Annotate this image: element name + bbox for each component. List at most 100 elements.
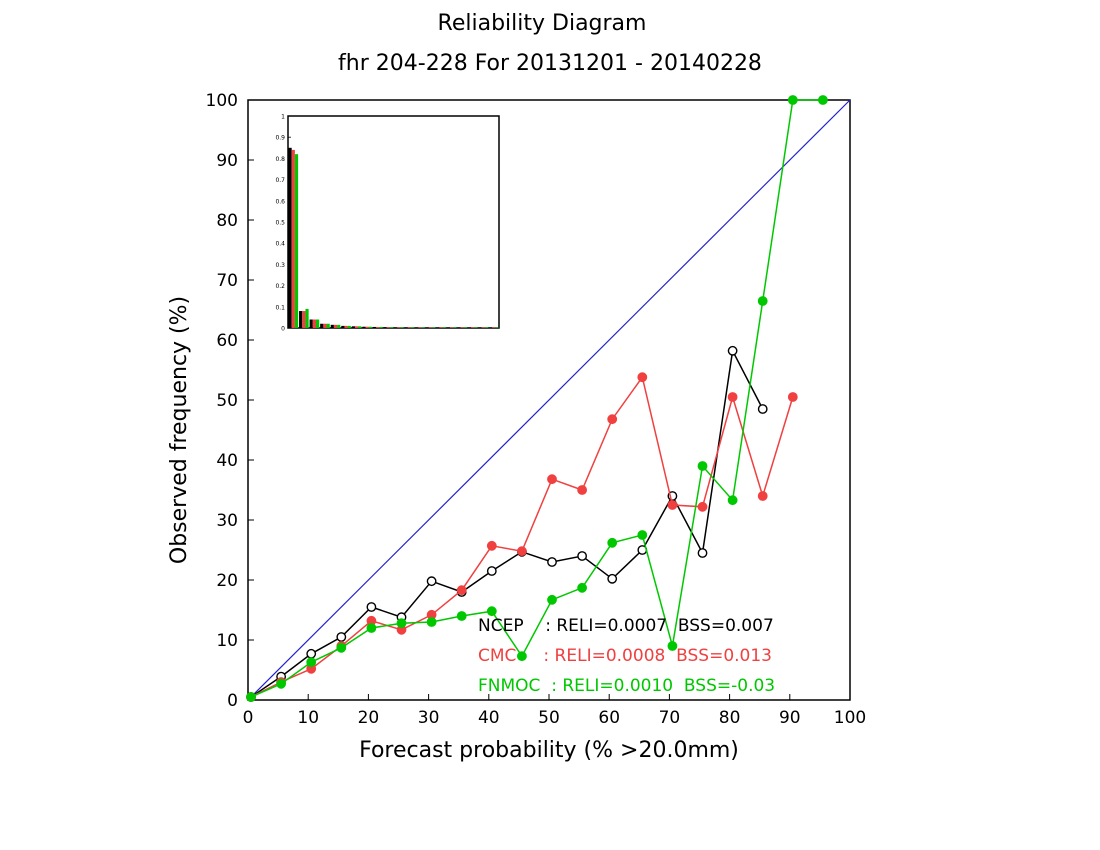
inset-bar-cmc <box>449 327 454 328</box>
data-point-cmc <box>757 491 768 501</box>
y-tick-label: 90 <box>216 151 238 171</box>
perfect-reliability-line <box>247 99 851 701</box>
data-point-fnmoc <box>276 678 287 689</box>
data-point-cmc <box>456 585 467 596</box>
data-point-fnmoc <box>366 623 377 633</box>
inset-bar-ncep <box>488 327 493 328</box>
inset-bar-ncep <box>425 327 429 328</box>
y-tick-label: 20 <box>216 571 238 591</box>
inset-y-tick-label: 0.8 <box>275 156 285 163</box>
data-point-fnmoc <box>306 657 317 668</box>
inset-bar-fnmoc <box>421 327 425 328</box>
inset-bar-ncep <box>341 325 345 328</box>
inset-bar-ncep <box>404 327 408 328</box>
y-tick-label: 30 <box>216 511 238 531</box>
inset-bar-fnmoc <box>379 326 383 328</box>
legend-text-cmc: CMC : RELI=0.0008 BSS=0.013 <box>478 646 772 666</box>
data-point-cmc <box>667 500 678 510</box>
data-point-ncep <box>547 557 557 567</box>
data-point-fnmoc <box>426 617 437 627</box>
inset-bar-fnmoc <box>315 319 320 328</box>
y-tick-label: 80 <box>216 211 238 231</box>
data-point-cmc <box>517 546 527 557</box>
inset-bar-ncep <box>394 327 398 328</box>
data-point-ncep <box>306 648 317 659</box>
inset-bar-ncep <box>467 327 472 328</box>
legend-text-fnmoc: FNMOC : RELI=0.0010 BSS=-0.03 <box>478 676 775 696</box>
inset-bar-ncep <box>478 327 482 328</box>
inset-bar-fnmoc <box>474 327 478 328</box>
inset-bar-ncep <box>436 327 440 328</box>
x-axis-label: Forecast probability (% >20.0mm) <box>359 738 739 763</box>
inset-bar-cmc <box>344 325 348 328</box>
inset-bar-fnmoc <box>347 325 351 328</box>
inset-bar-ncep <box>299 311 303 328</box>
inset-bar-fnmoc <box>305 308 309 328</box>
data-point-cmc <box>727 392 738 402</box>
inset-bar-cmc <box>302 311 306 328</box>
data-point-ncep <box>757 404 768 414</box>
data-point-cmc <box>697 501 708 512</box>
y-tick-label: 100 <box>206 91 238 111</box>
data-point-cmc <box>547 474 557 485</box>
data-point-fnmoc <box>667 641 678 651</box>
data-point-ncep <box>727 345 738 356</box>
data-point-ncep <box>426 576 437 587</box>
legend-text-ncep: NCEP : RELI=0.0007 BSS=0.007 <box>478 616 774 636</box>
data-point-fnmoc <box>336 642 347 653</box>
data-point-fnmoc <box>396 618 407 629</box>
inset-bar-cmc <box>418 327 422 328</box>
inset-bar-ncep <box>362 326 366 328</box>
inset-bar-cmc <box>428 327 433 328</box>
inset-y-tick-label: 0.5 <box>275 220 285 227</box>
data-point-ncep <box>336 632 347 642</box>
y-tick-label: 50 <box>216 391 238 411</box>
y-tick-label: 10 <box>216 631 238 651</box>
inset-bar-fnmoc <box>463 327 467 328</box>
data-point-cmc <box>607 414 618 425</box>
inset-y-tick-label: 0.6 <box>275 198 285 205</box>
inset-bar-ncep <box>309 319 313 328</box>
data-point-fnmoc <box>577 582 588 593</box>
data-point-fnmoc <box>787 95 798 105</box>
inset-bar-fnmoc <box>484 327 488 328</box>
inset-bar-fnmoc <box>389 327 394 328</box>
series-line-fnmoc <box>250 99 823 698</box>
inset-bar-ncep <box>320 323 324 328</box>
inset-bar-cmc <box>386 327 390 328</box>
data-point-fnmoc <box>456 611 467 621</box>
inset-bar-cmc <box>460 327 464 328</box>
inset-bar-cmc <box>333 324 338 328</box>
inset-bar-fnmoc <box>442 327 446 328</box>
data-point-fnmoc <box>246 692 256 702</box>
inset-bar-cmc <box>481 327 485 328</box>
inset-y-tick-label: 0.2 <box>275 283 285 290</box>
inset-bar-cmc <box>376 326 380 328</box>
inset-bar-ncep <box>383 327 387 328</box>
data-point-fnmoc <box>727 495 738 506</box>
data-point-ncep <box>366 602 377 612</box>
inset-bar-fnmoc <box>337 324 341 328</box>
x-tick-label: 90 <box>779 708 801 728</box>
data-point-ncep <box>486 566 497 576</box>
inset-bar-cmc <box>354 326 359 328</box>
y-tick-label: 40 <box>216 451 238 471</box>
chart-title: Reliability Diagram <box>438 11 647 36</box>
inset-bar-ncep <box>351 326 355 328</box>
inset-bar-cmc <box>492 327 496 328</box>
inset-bar-cmc <box>407 327 411 328</box>
data-point-fnmoc <box>517 651 527 662</box>
x-tick-label: 30 <box>418 708 440 728</box>
data-point-fnmoc <box>607 537 618 548</box>
x-tick-label: 20 <box>358 708 380 728</box>
inset-y-tick-label: 0.3 <box>275 262 285 269</box>
data-point-fnmoc <box>547 594 557 605</box>
inset-bar-ncep <box>372 326 377 328</box>
y-axis-label: Observed frequency (%) <box>167 296 192 564</box>
inset-y-tick-label: 0.9 <box>275 135 285 142</box>
inset-bar-fnmoc <box>326 323 330 328</box>
inset-frame <box>287 115 500 329</box>
inset-y-tick-label: 1 <box>281 114 285 121</box>
data-point-fnmoc <box>697 461 708 471</box>
inset-bar-fnmoc <box>368 326 372 328</box>
